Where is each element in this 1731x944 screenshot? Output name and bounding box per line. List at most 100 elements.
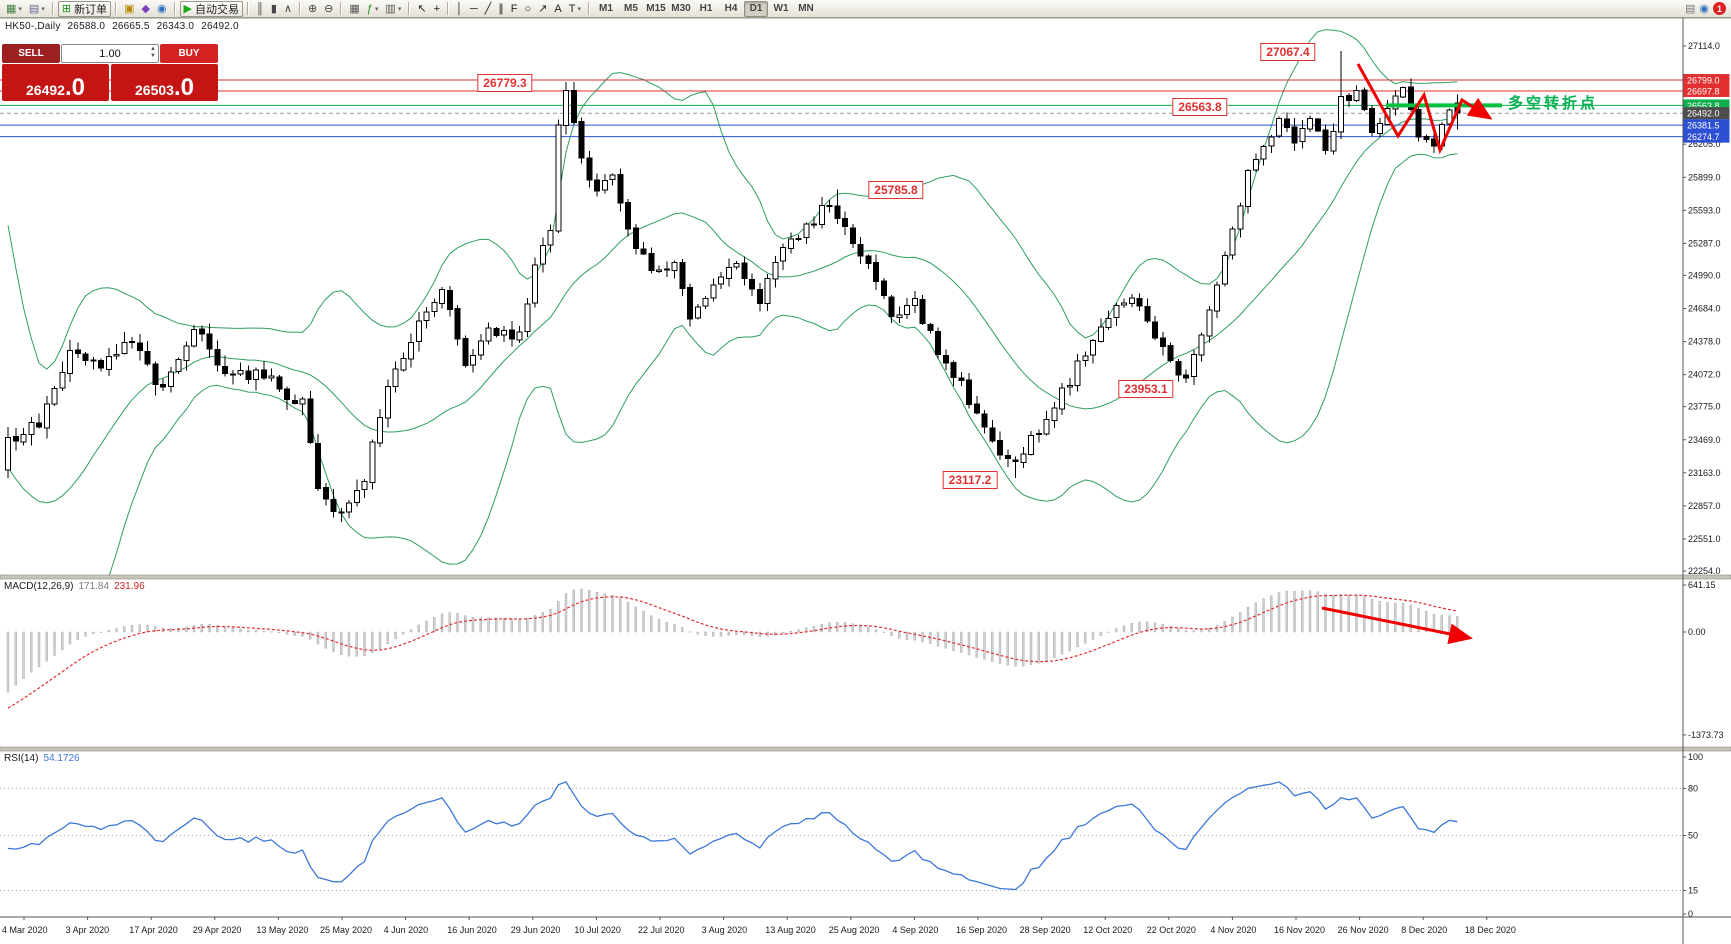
vertical-line-icon[interactable]: │ bbox=[453, 1, 466, 17]
macd-pane[interactable] bbox=[0, 579, 1683, 747]
candle-body bbox=[834, 205, 841, 219]
volume-input[interactable]: 1.00 ▲ ▼ bbox=[61, 44, 159, 63]
timeframe-m1[interactable]: M1 bbox=[599, 2, 613, 14]
pivot-annotation-text[interactable]: 多空转折点 bbox=[1508, 95, 1599, 112]
templates-icon[interactable]: ▥ ▾ bbox=[382, 1, 404, 17]
candle-body bbox=[1407, 86, 1414, 111]
toolbar-separator bbox=[51, 2, 54, 15]
arrows-icon: ↗ bbox=[538, 2, 548, 15]
candle-body bbox=[1392, 95, 1399, 110]
arrows-icon[interactable]: ↗ bbox=[535, 1, 550, 17]
scripts-icon[interactable]: ◆ bbox=[138, 1, 152, 17]
macd-signal-line[interactable] bbox=[7, 594, 1458, 709]
candle-body bbox=[67, 349, 73, 374]
price-callout-23117.2[interactable]: 23117.2 bbox=[942, 471, 998, 489]
buy-button-label: BUY bbox=[178, 48, 200, 59]
price-callout-26563.8[interactable]: 26563.8 bbox=[1172, 98, 1228, 116]
price-tick-label: 25287.0 bbox=[1688, 238, 1721, 248]
candle-body bbox=[532, 264, 538, 304]
candle-body bbox=[1276, 117, 1282, 137]
candlestick-chart-icon[interactable]: ▮ bbox=[268, 1, 280, 17]
timeframe-h1[interactable]: H1 bbox=[699, 2, 713, 14]
macd-label: MACD(12,26,9) 171.84 231.96 bbox=[4, 581, 145, 592]
notification-badge[interactable]: 1 bbox=[1713, 2, 1726, 15]
candle-body bbox=[1415, 109, 1422, 138]
volume-decrease-button[interactable]: ▼ bbox=[150, 53, 156, 59]
candle-body bbox=[663, 268, 670, 271]
trendline-icon[interactable]: ╱ bbox=[482, 1, 495, 17]
candle-body bbox=[694, 306, 701, 319]
profiles-icon[interactable]: ▤ ▾ bbox=[26, 1, 48, 17]
price-axis-box-26799.0: 26799.0 bbox=[1683, 74, 1730, 87]
candle-body bbox=[322, 486, 329, 500]
rsi-pane[interactable] bbox=[0, 751, 1683, 917]
shapes-icon[interactable]: ○ bbox=[522, 1, 535, 17]
timeframe-w1[interactable]: W1 bbox=[773, 2, 789, 14]
new-chart-icon[interactable]: ▦ ▾ bbox=[3, 1, 25, 17]
bar-chart-icon[interactable]: ║ bbox=[253, 1, 267, 17]
candle-body bbox=[12, 436, 19, 442]
new-order-button[interactable]: ⊞ 新订单 bbox=[57, 0, 112, 17]
tile-windows-icon[interactable]: ▦ bbox=[346, 1, 362, 17]
text-icon[interactable]: A bbox=[551, 1, 564, 17]
timeframe-h4[interactable]: H4 bbox=[724, 2, 738, 14]
cursor-icon: ↖ bbox=[417, 2, 427, 15]
price-callout-25785.8[interactable]: 25785.8 bbox=[868, 181, 924, 199]
timeframe-m30[interactable]: M30 bbox=[671, 2, 691, 14]
candle-body bbox=[222, 365, 228, 375]
label-icon[interactable]: T ▾ bbox=[566, 1, 584, 17]
horizontal-line-icon[interactable]: ─ bbox=[467, 1, 481, 17]
pane-separator-macd[interactable] bbox=[0, 574, 1731, 580]
candle-body bbox=[1330, 131, 1337, 152]
timeframe-m5[interactable]: M5 bbox=[624, 2, 638, 14]
candle-body bbox=[36, 422, 42, 428]
macd-tick-label: -1373.73 bbox=[1688, 730, 1724, 740]
candle-body bbox=[1167, 344, 1174, 361]
buy-button[interactable]: BUY bbox=[160, 44, 218, 63]
candle-body bbox=[493, 327, 500, 337]
macd-arrow-annotation[interactable] bbox=[1321, 606, 1473, 645]
fibonacci-icon[interactable]: F bbox=[508, 1, 521, 17]
indicators-icon: ƒ bbox=[366, 2, 373, 15]
price-callout-26779.3[interactable]: 26779.3 bbox=[477, 74, 533, 92]
candlestick-series[interactable] bbox=[5, 51, 1461, 522]
volume-increase-button[interactable]: ▲ bbox=[150, 46, 156, 52]
candle-body bbox=[439, 289, 445, 305]
news-icon[interactable]: ◉ bbox=[1699, 2, 1709, 15]
price-axis-area[interactable] bbox=[1683, 18, 1731, 944]
pane-separator-rsi[interactable] bbox=[0, 746, 1731, 752]
svg-text:26563.8: 26563.8 bbox=[1687, 101, 1720, 111]
bollinger-bands[interactable] bbox=[7, 29, 1458, 710]
timeframe-m15[interactable]: M15 bbox=[646, 2, 666, 14]
candle-body bbox=[539, 245, 546, 265]
candle-body bbox=[570, 90, 577, 123]
sell-button[interactable]: SELL bbox=[2, 44, 60, 63]
price-pane[interactable] bbox=[0, 18, 1683, 575]
price-callout-27067.4[interactable]: 27067.4 bbox=[1260, 43, 1316, 61]
time-axis-label: 16 Jun 2020 bbox=[447, 925, 497, 935]
crosshair-icon[interactable]: + bbox=[431, 1, 443, 17]
expert-advisors-icon[interactable]: ▣ bbox=[121, 1, 137, 17]
candle-body bbox=[191, 329, 197, 347]
timeframe-mn[interactable]: MN bbox=[798, 2, 814, 14]
buy-price-display[interactable]: 26503.0 bbox=[111, 64, 218, 101]
candle-body bbox=[423, 311, 430, 321]
zoom-out-icon[interactable]: ⊖ bbox=[321, 1, 336, 17]
price-callout-23953.1[interactable]: 23953.1 bbox=[1118, 380, 1174, 398]
zoom-in-icon[interactable]: ⊕ bbox=[305, 1, 320, 17]
time-axis-area[interactable] bbox=[0, 917, 1683, 944]
line-chart-icon[interactable]: ∧ bbox=[281, 1, 295, 17]
candle-body bbox=[315, 442, 321, 489]
candle-body bbox=[780, 247, 786, 262]
sell-price-display[interactable]: 26492.0 bbox=[2, 64, 109, 101]
cursor-icon[interactable]: ↖ bbox=[414, 1, 429, 17]
zigzag-arrow-annotation[interactable] bbox=[1356, 63, 1493, 155]
indicators-icon[interactable]: ƒ ▾ bbox=[364, 1, 382, 17]
autotrading-button[interactable]: ▶ 自动交易 bbox=[179, 0, 244, 17]
channel-icon[interactable]: ∥ bbox=[495, 1, 507, 17]
rsi-line[interactable] bbox=[7, 781, 1458, 891]
toolbar-separator bbox=[408, 2, 411, 15]
market-watch-icon[interactable]: ◉ bbox=[154, 1, 170, 17]
timeframe-d1[interactable]: D1 bbox=[744, 0, 768, 17]
mail-icon[interactable]: ▤ bbox=[1684, 2, 1696, 15]
